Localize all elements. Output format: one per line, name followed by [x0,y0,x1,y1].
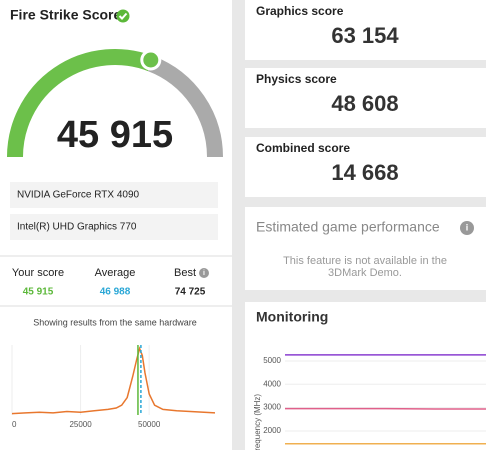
x-tick-label: 50000 [138,420,161,429]
series-line [11,346,216,415]
y-tick-label: 4000 [263,379,281,388]
hardware-name: NVIDIA GeForce RTX 4090 [17,190,140,201]
subscore-value: 48 608 [331,91,398,116]
card-title: Monitoring [256,309,328,325]
gauge-knob [140,49,162,71]
card [245,302,486,450]
message: This feature is not available in the [283,255,447,267]
card-title: Estimated game performance [256,219,440,235]
info-icon[interactable] [460,221,474,235]
gauge-track [147,56,223,158]
y-tick-label: 5000 [263,356,281,365]
caption: Showing results from the same hardware [33,317,197,327]
monitoring-chart: 2000 3000 4000 5000 Frequency (MHz) [253,354,486,450]
subscore-value: 63 154 [331,23,399,48]
y-axis-label: Frequency (MHz) [253,394,262,450]
check-mark [118,12,128,20]
comparison-label: Your score [12,267,64,279]
card [245,68,486,128]
score: 45 915 [57,114,173,156]
message: 3DMark Demo. [328,267,402,279]
your-score: 45 915 [23,287,54,298]
card [245,0,486,60]
hardware-row [10,214,218,240]
best-score: 74 725 [175,287,206,298]
card [245,207,486,290]
comparison-label: Best [174,267,196,279]
x-tick-label: 0 [12,420,17,429]
title: Fire Strike Score [10,7,121,23]
info-glyph: i [203,270,205,277]
subscore-label: Graphics score [256,4,344,18]
x-tick-label: 25000 [69,420,92,429]
y-tick-label: 3000 [263,403,281,412]
distribution-chart: 0 25000 50000 [11,345,216,429]
subscore-value: 14 668 [331,160,398,185]
info-glyph: i [466,222,469,232]
hardware-name: Intel(R) UHD Graphics 770 [17,222,137,233]
comparison-label: Average [95,267,136,279]
gauge-fill [7,49,154,158]
subscore-label: Physics score [256,72,337,86]
hardware-row [10,182,218,208]
average-score: 46 988 [100,287,131,298]
y-tick-label: 2000 [263,426,281,435]
subscore-label: Combined score [256,141,350,155]
info-icon[interactable] [199,268,209,278]
card [245,137,486,197]
